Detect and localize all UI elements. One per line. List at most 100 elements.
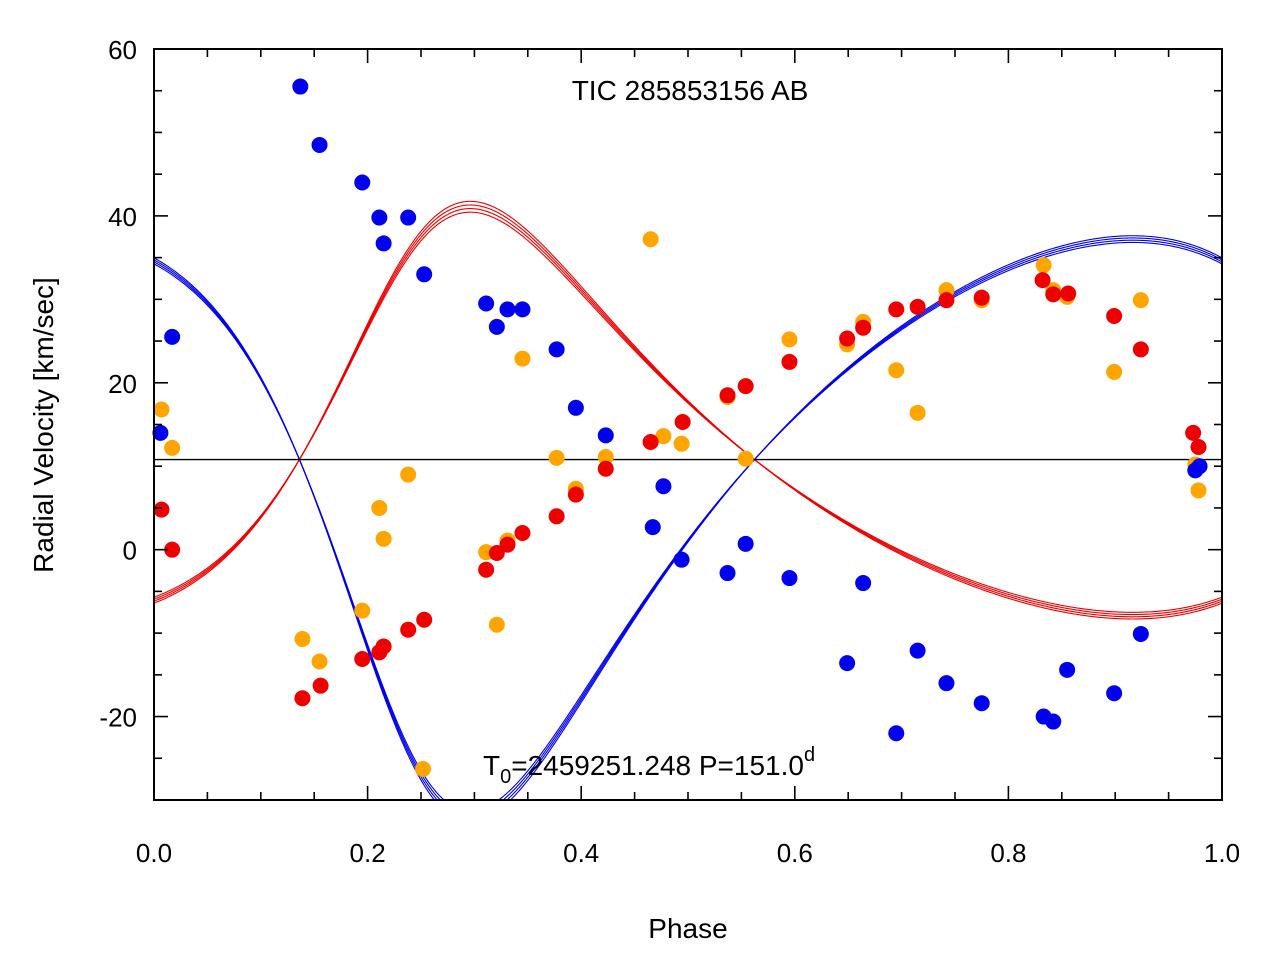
primary-point [938,675,955,692]
third-point [673,435,690,452]
primary-point [354,174,371,191]
primary-point [400,209,417,226]
primary-point [371,209,388,226]
x-axis-label: Phase [648,913,727,944]
secondary-point [1190,439,1207,456]
axis-tick-labels: 0.0 0.2 0.4 0.6 0.8 1.0 -20 0 20 40 60 [99,35,1240,868]
x-tick-label: 0.2 [350,838,386,868]
third-point [909,404,926,421]
chart-title: TIC 285853156 AB [572,75,809,106]
secondary-point [1132,341,1149,358]
primary-point [375,235,392,252]
primary-point [673,551,690,568]
secondary-point [719,387,736,404]
third-point [311,653,328,670]
secondary-point [888,301,905,318]
secondary-point [312,677,329,694]
t0-period-text: =2459251.248 P=151.0 [511,750,804,781]
third-point [400,466,417,483]
primary-point [855,575,872,592]
primary-point [567,399,584,416]
primary-point [781,570,798,587]
period-unit-superscript: d [804,744,815,766]
secondary-point [294,690,311,707]
primary-point [1132,625,1149,642]
t0-symbol: T [483,750,500,781]
y-tick-label: -20 [99,703,137,733]
y-tick-label: 20 [108,369,137,399]
primary-point [737,535,754,552]
third-point [164,439,181,456]
secondary-point [499,536,516,553]
primary-point [1045,713,1062,730]
secondary-point [737,378,754,395]
third-point [655,428,672,445]
primary-point [292,78,309,95]
primary-point [644,519,661,536]
secondary-point [354,650,371,667]
third-point [1132,292,1149,309]
ephemeris-annotation: T0=2459251.248 P=151.0d [415,744,815,788]
y-axis-label: Radial Velocity [km/sec] [28,277,59,573]
x-tick-label: 0.0 [136,838,172,868]
primary-point [1059,661,1076,678]
secondary-point [597,460,614,477]
third-point [781,331,798,348]
model-curves [154,200,1222,800]
third-point [548,449,565,466]
third-point [354,602,371,619]
third-point [371,499,388,516]
primary-point [164,328,181,345]
x-tick-label: 0.6 [777,838,813,868]
primary-point [719,565,736,582]
x-tick-label: 0.4 [563,838,599,868]
primary-point [1191,458,1208,475]
third-point [514,350,531,367]
primary-orbit-curve [154,235,1222,800]
secondary-point [478,561,495,578]
secondary-point [781,353,798,370]
secondary-point [938,292,955,309]
third-point [597,449,614,466]
secondary-point [1106,308,1123,325]
y-tick-label: 0 [123,536,137,566]
x-tick-label: 0.8 [990,838,1026,868]
secondary-point [909,298,926,315]
secondary-point [164,541,181,558]
secondary-point [1034,272,1051,289]
primary-point [1106,685,1123,702]
data-points [152,78,1208,742]
t0-subscript: 0 [500,766,511,788]
third-point [1035,257,1052,274]
secondary-point [674,413,691,430]
third-point [1106,363,1123,380]
primary-point [311,136,328,153]
primary-point [839,655,856,672]
primary-point [655,478,672,495]
x-tick-label: 1.0 [1204,838,1240,868]
secondary-point [514,524,531,541]
primary-point [478,295,495,312]
primary-point [888,725,905,742]
secondary-point [400,621,417,638]
primary-point [499,301,516,318]
primary-point [416,266,433,283]
primary-point [548,341,565,358]
secondary-point [416,611,433,628]
third-point [153,401,170,418]
secondary-point [1185,424,1202,441]
primary-point [909,642,926,659]
secondary-point [1045,286,1062,303]
y-tick-label: 40 [108,202,137,232]
third-point [1190,482,1207,499]
primary-point [973,695,990,712]
y-tick-label: 60 [108,35,137,65]
primary-point [488,318,505,335]
annotation-marker [415,761,431,777]
secondary-point [548,508,565,525]
primary-point [152,424,169,441]
secondary-point [375,638,392,655]
annotation-text: T0=2459251.248 P=151.0d [483,744,815,788]
